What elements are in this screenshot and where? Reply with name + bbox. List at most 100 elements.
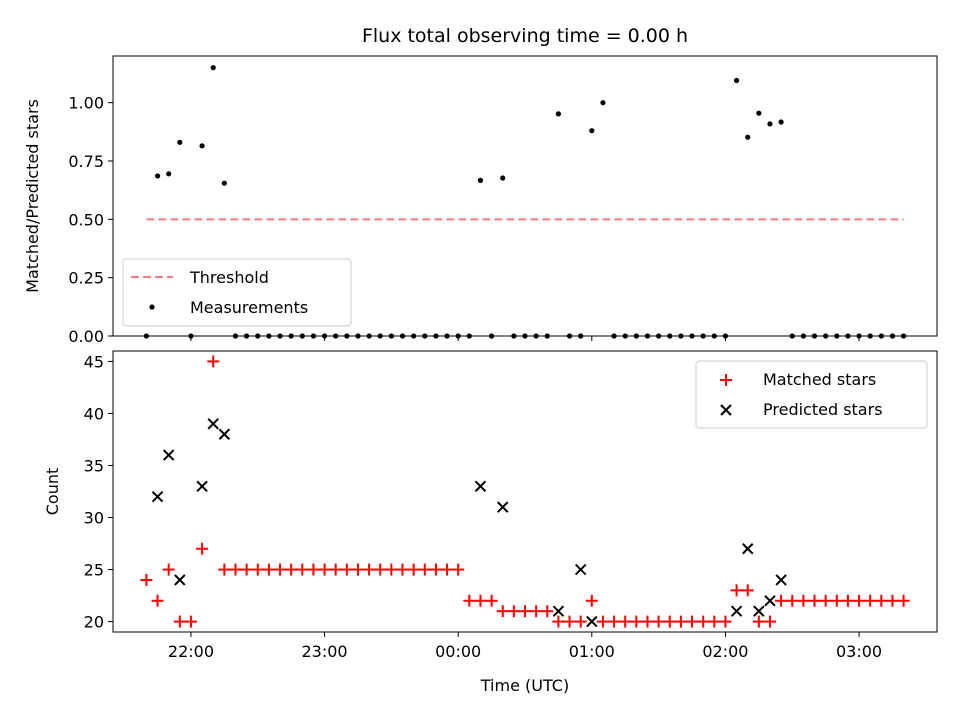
matched-star-point bbox=[552, 615, 565, 628]
matched-star-point bbox=[608, 615, 621, 628]
matched-star-point bbox=[162, 563, 175, 576]
matched-star-point bbox=[485, 594, 498, 607]
x-tick-label: 03:00 bbox=[836, 642, 882, 661]
measurement-point bbox=[210, 65, 216, 71]
matched-star-point bbox=[719, 615, 732, 628]
matched-star-point bbox=[697, 615, 710, 628]
x-tick-label: 22:00 bbox=[168, 642, 214, 661]
measurement-point bbox=[745, 134, 751, 140]
matched-star-point bbox=[530, 605, 543, 618]
matched-star-point bbox=[452, 563, 465, 576]
matched-star-point bbox=[763, 615, 776, 628]
matched-star-point bbox=[429, 563, 442, 576]
predicted-star-point-b bbox=[218, 428, 231, 440]
matched-star-point bbox=[418, 563, 431, 576]
measurement-point bbox=[177, 139, 183, 145]
chart-title: Flux total observing time = 0.00 h bbox=[362, 25, 688, 47]
predicted-star-point-b bbox=[151, 490, 164, 503]
predicted-star-point-b bbox=[474, 480, 487, 493]
predicted-star-point-b bbox=[196, 480, 208, 493]
matched-star-point bbox=[585, 594, 598, 607]
matched-star-point bbox=[285, 563, 298, 576]
measurement-point bbox=[166, 171, 172, 177]
measurement-point bbox=[589, 128, 595, 134]
predicted-star-point-b bbox=[207, 418, 219, 430]
top-y-axis-label: Matched/Predicted stars bbox=[23, 99, 42, 293]
legend-measurements-label: Measurements bbox=[190, 298, 308, 317]
matched-star-point bbox=[730, 584, 743, 597]
matched-star-point bbox=[173, 615, 186, 628]
matched-star-point bbox=[864, 594, 877, 607]
predicted-star-point-b bbox=[552, 605, 565, 617]
matched-star-point bbox=[619, 615, 632, 628]
predicted-star-point bbox=[151, 490, 164, 503]
predicted-star-point-b bbox=[574, 563, 587, 576]
bottom-y-tick-label: 45 bbox=[84, 352, 104, 371]
matched-star-point bbox=[741, 584, 754, 597]
x-axis-label: Time (UTC) bbox=[480, 676, 569, 695]
measurement-point bbox=[767, 121, 773, 127]
measurement-point bbox=[778, 119, 784, 125]
predicted-star-point bbox=[586, 615, 598, 628]
matched-star-point bbox=[563, 615, 576, 628]
bottom-legend: Matched stars Predicted stars bbox=[695, 360, 928, 429]
matched-star-point bbox=[385, 563, 398, 576]
matched-star-point bbox=[674, 615, 687, 628]
matched-star-point bbox=[752, 615, 765, 628]
bottom-y-tick-label: 20 bbox=[84, 613, 104, 632]
measurement-point bbox=[477, 177, 484, 183]
matched-star-point bbox=[641, 615, 654, 628]
matched-star-point bbox=[351, 563, 364, 576]
legend-predicted-swatch-b bbox=[720, 404, 732, 416]
measurement-point bbox=[500, 175, 506, 181]
matched-star-point bbox=[886, 594, 899, 607]
matched-star-point bbox=[407, 563, 420, 576]
matched-star-point bbox=[797, 594, 810, 607]
legend-matched-swatch bbox=[720, 374, 732, 386]
measurement-point bbox=[756, 110, 762, 116]
predicted-star-point-b bbox=[775, 574, 787, 586]
predicted-star-point-b bbox=[741, 543, 754, 555]
matched-star-point bbox=[507, 605, 520, 618]
measurement-point bbox=[221, 180, 227, 186]
predicted-star-point bbox=[162, 449, 175, 461]
bottom-y-tick-label: 30 bbox=[84, 509, 104, 528]
top-legend-box bbox=[122, 258, 352, 327]
predicted-star-point bbox=[218, 428, 231, 440]
legend-measurements-swatch bbox=[149, 304, 155, 310]
matched-star-point bbox=[363, 563, 376, 576]
count-plot: Count Time (UTC) 20 25 30 35 40 45 22:00 23:00 00:… bbox=[43, 350, 938, 695]
top-y-tick-label: 0.75 bbox=[68, 152, 104, 171]
matched-star-point bbox=[708, 615, 721, 628]
predicted-star-point-b bbox=[753, 605, 765, 617]
predicted-star-point bbox=[474, 480, 487, 493]
x-tick-label: 23:00 bbox=[302, 642, 348, 661]
predicted-star-point bbox=[753, 605, 765, 617]
predicted-star-point bbox=[497, 501, 509, 513]
matched-star-point bbox=[663, 615, 676, 628]
x-tick-label: 01:00 bbox=[569, 642, 615, 661]
matched-star-point bbox=[196, 542, 209, 555]
legend-predicted-swatch bbox=[720, 404, 732, 416]
measurement-point bbox=[154, 173, 161, 179]
ratio-plot: Flux total observing time = 0.00 h Matche… bbox=[23, 25, 938, 346]
top-plot-frame bbox=[112, 55, 938, 337]
matched-star-point bbox=[329, 563, 342, 576]
matched-star-point bbox=[262, 563, 275, 576]
predicted-star-point-b bbox=[764, 595, 776, 607]
measurement-point bbox=[600, 100, 606, 106]
top-y-tick-label: 0.25 bbox=[68, 269, 104, 288]
top-y-tick-label: 0.00 bbox=[68, 327, 104, 346]
matched-star-point bbox=[441, 563, 454, 576]
matched-star-point bbox=[296, 563, 309, 576]
matched-star-point bbox=[630, 615, 643, 628]
predicted-star-point-b bbox=[730, 605, 743, 617]
matched-star-point bbox=[496, 605, 509, 618]
matched-star-point bbox=[184, 615, 197, 628]
matched-star-point bbox=[775, 594, 788, 607]
matched-star-point bbox=[596, 615, 609, 628]
bottom-y-tick-label: 40 bbox=[84, 404, 104, 423]
matched-star-point bbox=[519, 605, 531, 618]
matched-star-point bbox=[652, 615, 665, 628]
